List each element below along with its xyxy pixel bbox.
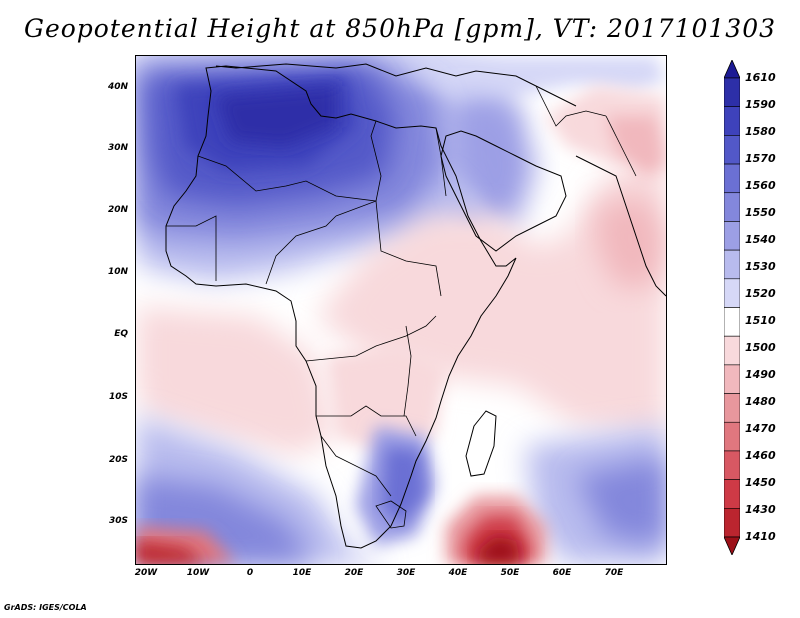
colorbar-swatch [724,278,740,308]
border-south-asia [605,115,637,177]
colorbar-swatch [724,192,740,222]
y-tick-40n: 40N [107,82,128,92]
map-svg [136,56,666,564]
arabia-coast [440,130,567,252]
colorbar-level-label: 1480 [745,395,776,408]
colorbar-level-label: 1460 [745,449,776,462]
colorbar-level-label: 1560 [745,179,776,192]
x-tick-50e: 50E [500,568,520,578]
x-tick-70e: 70E [604,568,624,578]
south-high-field [136,416,666,564]
chart-title: Geopotential Height at 850hPa [gpm], VT:… [23,14,777,43]
colorbar-swatch [724,364,740,394]
border-lakes [403,325,412,417]
colorbar-swatch [724,135,740,165]
country-borders [166,85,637,529]
x-tick-20e: 20E [344,568,364,578]
border-west [166,215,217,281]
colorbar-level-label: 1490 [745,368,776,381]
colorbar-swatch [724,450,740,480]
colorbar-level-label: 1570 [745,152,776,165]
africa-coast [165,65,517,549]
madagascar-coast [465,410,497,477]
border-nile [435,127,447,197]
colorbar-level-label: 1450 [745,476,776,489]
colorbar-swatch [724,335,740,366]
colorbar-level-label: 1510 [745,314,776,327]
colorbar-level-label: 1500 [745,341,776,354]
colorbar-level-label: 1410 [745,530,776,543]
map-panel [135,55,667,565]
y-tick-10n: 10N [107,267,128,277]
y-tick-20s: 20S [108,455,128,465]
colorbar-level-label: 1580 [745,125,776,138]
colorbar-level-label: 1550 [745,206,776,219]
y-tick-10s: 10S [108,392,128,402]
colorbar-level-label: 1530 [745,260,776,273]
x-tick-60e: 60E [552,568,572,578]
tropical-low-field [136,86,666,456]
border-southern [320,435,392,497]
colorbar-swatch [724,393,740,423]
x-tick-10e: 10E [292,568,312,578]
colorbar-level-label: 1470 [745,422,776,435]
colorbar-level-label: 1540 [745,233,776,246]
colorbar-swatch [724,307,740,337]
border-sahel [265,215,337,285]
x-tick-30e: 30E [396,568,416,578]
border-middle-east [535,85,607,127]
colorbar-swatch [724,508,740,538]
border-sahara [197,120,382,202]
colorbar-swatch [724,163,740,194]
border-central [335,200,442,297]
colorbar-level-label: 1430 [745,503,776,516]
border-lesotho [375,500,407,529]
south-low-field [136,496,546,564]
colorbar-swatch [724,479,740,509]
colorbar-level-label: 1590 [745,98,776,111]
colorbar-swatch [724,77,740,107]
colorbar-swatch [724,221,740,251]
x-tick-0: 0 [246,568,254,578]
colorbar-top-arrow [724,60,740,79]
y-tick-30s: 30S [108,516,128,526]
x-tick-10w: 10W [186,568,210,578]
x-tick-40e: 40E [448,568,468,578]
y-tick-20n: 20N [107,205,128,215]
border-south-central [316,405,417,437]
colorbar-swatch [724,421,740,452]
border-equator [305,315,437,362]
credit-text: GrADS: IGES/COLA [4,603,87,612]
colorbar-level-label: 1520 [745,287,776,300]
colorbar-bottom-arrow [724,536,740,555]
india-coast [575,155,666,297]
colorbar-swatch [724,249,740,280]
colorbar [724,60,740,555]
colorbar-swatch [724,106,740,136]
colorbar-level-label: 1610 [745,71,776,84]
x-tick-20w: 20W [134,568,158,578]
y-tick-30n: 30N [107,143,128,153]
y-tick-eq: EQ [114,329,128,339]
